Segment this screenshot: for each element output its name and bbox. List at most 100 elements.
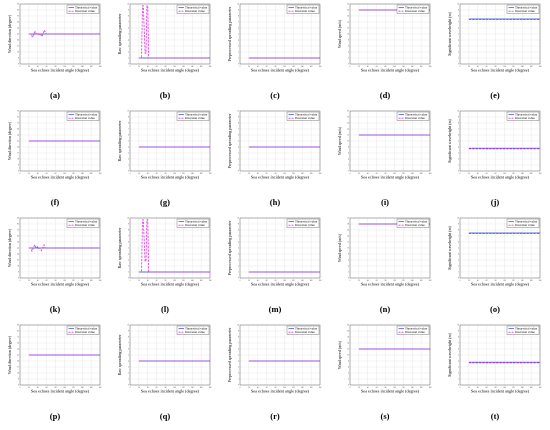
x-tick-label: 180 [99,280,102,282]
legend-box [286,218,320,228]
x-tick-label: 120 [512,66,515,68]
x-tick-label: 140 [191,387,194,389]
x-tick-label: 100 [393,280,396,282]
x-tick-label: 120 [182,387,185,389]
panel-label: (h) [269,197,281,207]
x-axis-label: Sea echoes incident angle (degree) [251,389,310,394]
y-tick-label: 27 [17,46,19,48]
x-tick-label: 120 [72,66,75,68]
x-tick-label: 140 [411,66,414,68]
chart-svg: 0 20 40 60 80 100 120 140 160 180012345678910Sea … [447,111,541,180]
y-tick-label: 8 [348,254,349,256]
x-tick-label: 40 [37,173,39,175]
x-tick-label: 120 [292,280,295,282]
x-tick-label: 160 [310,280,313,282]
y-tick-label: 2 [348,165,349,167]
x-tick-label: 20 [468,280,470,282]
x-tick-label: 160 [310,387,313,389]
y-tick-label: 2 [458,266,459,268]
x-axis-label: Sea echoes incident angle (degree) [361,282,420,287]
chart-panel: 0 20 40 60 80 100 120 140 160 180 0 2 4 6 8 10 12 14 16 18 2… [330,214,440,321]
legend-label-inversion: Inversion value [185,116,205,120]
legend-box [176,218,210,228]
y-tick-label: 81 [17,10,19,12]
y-tick-label: 63 [17,343,19,345]
x-tick-label: 120 [402,173,405,175]
x-tick-label: 80 [495,280,497,282]
y-tick-label: 27 [17,367,19,369]
y-tick-label: 7 [128,236,129,238]
y-tick-label: 10 [127,325,129,327]
y-tick-label: 7 [458,22,459,24]
x-tick-label: 60 [156,66,158,68]
y-tick-label: 9 [128,224,129,226]
chart-svg: 0 20 40 60 80 100 120 140 160 180012345678910Sea … [447,4,541,73]
chart-svg: 0 20 40 60 80 100 120 140 160 180012345678910Sea … [447,325,541,394]
chart-panel: 0 20 40 60 80 100 120 140 160 180 0 9 18 27 36 45 54 63 72… [0,107,110,214]
legend-label-inversion: Inversion value [295,330,315,334]
y-tick-label: 9 [238,331,239,333]
y-tick-label: 7 [238,236,239,238]
y-tick-label: 3 [458,260,459,262]
y-tick-label: 9 [18,58,19,60]
y-tick-label: 8 [458,337,459,339]
x-tick-label: 60 [486,280,488,282]
y-tick-label: 7 [238,22,239,24]
x-tick-label: 20 [468,173,470,175]
x-tick-label: 120 [72,280,75,282]
y-tick-label: 3 [238,367,239,369]
panel-label: (r) [270,411,280,421]
y-axis-label: Significant waveheight (m) [447,225,452,269]
legend-label-theoretical: Theoretical value [185,6,208,10]
legend-label-theoretical: Theoretical value [405,113,428,117]
x-tick-label: 120 [402,66,405,68]
panel-label: (f) [50,197,60,207]
legend-label-theoretical: Theoretical value [185,327,208,331]
y-tick-label: 3 [128,260,129,262]
legend-label-inversion: Inversion value [185,330,205,334]
chart-svg: 0 20 40 60 80 100 120 140 160 180012345678910Sea … [117,217,211,287]
y-tick-label: 5 [238,248,239,250]
x-tick-label: 0 [20,387,21,389]
y-tick-label: 12 [347,135,349,137]
x-tick-label: 140 [411,387,414,389]
legend-label-inversion: Inversion value [515,116,535,120]
x-tick-label: 180 [539,280,542,282]
chart-svg: 0 20 40 60 80 100 120 140 160 1800246810121416182… [337,218,431,287]
x-tick-label: 40 [477,173,479,175]
x-tick-label: 60 [46,66,48,68]
y-tick-label: 2 [238,159,239,161]
panel-label: (m) [268,304,282,314]
y-tick-label: 7 [128,129,129,131]
y-tick-label: 6 [128,135,129,137]
chart-panel: 0 20 40 60 80 100 120 140 160 180 0 1 2 3 4 5 6 7 8 9 10 Sea … [440,0,550,107]
y-tick-label: 6 [128,349,129,351]
y-tick-label: 16 [347,230,349,232]
x-tick-label: 120 [292,387,295,389]
y-tick-label: 45 [17,355,19,357]
y-tick-label: 5 [238,141,239,143]
y-tick-label: 10 [237,111,239,113]
legend-label-theoretical: Theoretical value [405,6,428,10]
x-tick-label: 140 [301,280,304,282]
x-tick-label: 60 [486,173,488,175]
legend-label-inversion: Inversion value [75,223,95,227]
x-tick-label: 100 [283,387,286,389]
panel-label: (i) [380,197,390,207]
x-tick-label: 40 [367,173,369,175]
x-tick-label: 100 [503,173,506,175]
y-tick-label: 6 [238,242,239,244]
y-axis-label: Significant waveheight (m) [447,118,452,162]
x-tick-label: 180 [99,66,102,68]
x-tick-label: 80 [165,280,167,282]
x-tick-label: 60 [376,387,378,389]
plot-frame [129,217,211,279]
y-tick-label: 6 [238,28,239,30]
chart-svg: 0 20 40 60 80 100 120 140 160 180012345678910Sea … [227,325,321,394]
x-tick-label: 100 [503,66,506,68]
legend-box [396,4,430,14]
